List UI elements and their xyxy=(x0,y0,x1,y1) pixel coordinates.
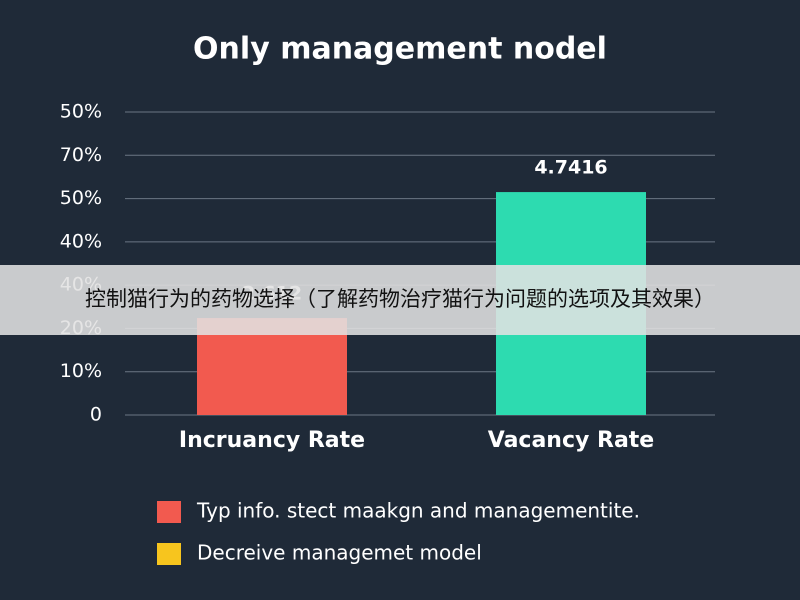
x-tick-label: Vacancy Rate xyxy=(488,428,654,453)
y-tick-label: 40% xyxy=(60,230,102,252)
y-tick-label: 50% xyxy=(60,101,102,123)
overlay: 控制猫行为的药物选择（了解药物治疗猫行为问题的选项及其效果） xyxy=(0,265,800,335)
y-tick-label: 10% xyxy=(60,360,102,382)
y-tick-label: 0 xyxy=(90,404,102,426)
legend-label: Decreive managemet model xyxy=(197,541,482,565)
bar-annotation: 4.7416 xyxy=(534,157,607,179)
x-tick-label: Incruancy Rate xyxy=(179,428,365,453)
caption: 控制猫行为的药物选择（了解药物治疗猫行为问题的选项及其效果） xyxy=(85,287,715,311)
legend-swatch xyxy=(157,501,181,523)
legend-swatch xyxy=(157,543,181,565)
y-tick-label: 70% xyxy=(60,144,102,166)
chart-title: Only management nodel xyxy=(193,32,607,67)
caption-band xyxy=(0,265,800,335)
legend-label: Typ info. stect maakgn and managementite… xyxy=(196,499,640,523)
y-tick-label: 50% xyxy=(60,187,102,209)
